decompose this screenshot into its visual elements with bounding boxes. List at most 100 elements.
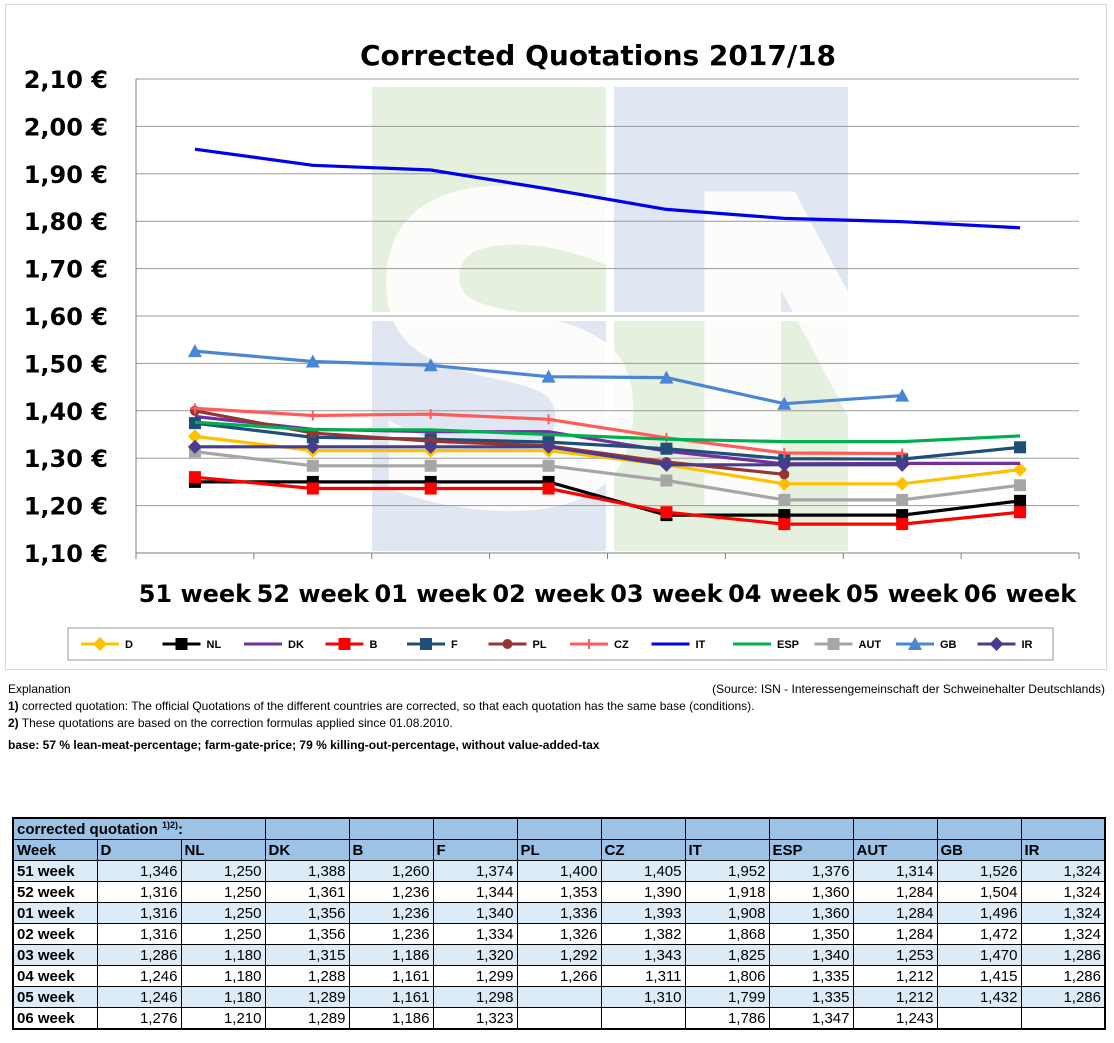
value-cell: 1,393 [600,902,686,924]
value-cell: 1,250 [180,923,266,945]
table-row: 03 week 1,286 1,180 1,315 1,186 1,320 1,292 1,3… [12,944,1106,966]
data-point [895,476,910,491]
value-cell: 1,186 [348,1007,434,1030]
note-2-marker: 2) [8,716,19,730]
legend-item-ir: IR [977,637,1033,651]
data-point [659,370,674,384]
column-header: NL [180,839,266,861]
data-point [779,469,790,480]
value-cell: 1,799 [684,986,770,1008]
value-cell: 1,344 [432,881,518,903]
table-row: 02 week 1,316 1,250 1,356 1,236 1,334 1,326 1,3… [12,923,1106,945]
week-cell: 06 week [12,1007,98,1030]
value-cell: 1,334 [432,923,518,945]
value-cell: 1,806 [684,965,770,987]
legend-item-dk: DK [244,639,304,651]
value-cell: 1,316 [96,881,182,903]
value-cell: 1,360 [768,881,854,903]
data-point [541,439,556,454]
value-cell: 1,350 [768,923,854,945]
value-cell: 1,825 [684,944,770,966]
legend-label: PL [533,639,547,651]
value-cell: 1,250 [180,860,266,882]
watermark-letters: ISN [195,107,1025,607]
value-cell: 1,161 [348,986,434,1008]
value-cell: 1,470 [936,944,1022,966]
column-header: IT [684,839,770,861]
legend-item-aut: AUT [814,638,882,651]
chart-container: ISN Corrected Quotations 2017/18 2,10 € 2,0… [5,4,1107,670]
y-tick-label: 1,70 € [24,256,108,284]
value-cell: 1,361 [264,881,350,903]
week-cell: 51 week [12,860,98,882]
data-point [306,482,319,495]
legend-label: CZ [614,639,629,651]
table-row: 51 week 1,346 1,250 1,388 1,260 1,374 1,400 1,4… [12,860,1106,882]
value-cell: 1,472 [936,923,1022,945]
value-cell: 1,243 [852,1007,938,1030]
watermark-block [372,87,606,312]
table-header-blank [684,817,770,840]
data-point [502,639,513,649]
value-cell: 1,324 [1020,881,1106,903]
data-point [420,638,432,650]
legend-label: F [451,639,458,651]
column-header: IR [1020,839,1106,861]
value-cell: 1,316 [96,923,182,945]
value-cell: 1,526 [936,860,1022,882]
week-cell: 01 week [12,902,98,924]
data-point [306,459,319,472]
value-cell: 1,266 [516,965,602,987]
value-cell: 1,504 [936,881,1022,903]
value-cell [600,1007,686,1030]
caption-colon: : [178,821,184,838]
data-point [896,493,909,506]
legend-item-it: IT [651,639,706,651]
series-ir [187,439,910,472]
y-tick-label: 1,30 € [24,445,108,473]
data-point [175,638,188,650]
data-point [660,506,673,519]
series-line [194,421,1021,461]
legend-item-gb: GB [896,637,957,651]
series-gb [187,344,910,410]
table-row: 04 week 1,246 1,180 1,288 1,161 1,299 1,266 1,3… [12,965,1106,987]
value-cell: 1,415 [936,965,1022,987]
data-point [187,439,202,454]
x-tick-label: 01 week [374,580,487,608]
column-header: D [96,839,182,861]
legend-item-d: D [81,637,133,651]
data-point [424,482,437,495]
series-aut [188,445,1027,506]
value-cell: 1,246 [96,986,182,1008]
value-cell: 1,324 [1020,923,1106,945]
data-point [908,637,922,650]
data-point [777,476,792,491]
data-point [779,447,790,458]
legend-item-f: F [407,638,458,651]
value-cell: 1,310 [600,986,686,1008]
series-b [188,471,1027,531]
data-point [895,457,910,472]
value-cell: 1,260 [348,860,434,882]
column-header: F [432,839,518,861]
value-cell [516,1007,602,1030]
value-cell [936,1007,1022,1030]
value-cell: 1,868 [684,923,770,945]
chart-title: Corrected Quotations 2017/18 [360,39,836,72]
value-cell: 1,292 [516,944,602,966]
week-cell: 03 week [12,944,98,966]
table-row: 06 week 1,276 1,210 1,289 1,186 1,323 1,786 1,3… [12,1007,1106,1030]
data-point [423,358,438,372]
value-cell: 1,952 [684,860,770,882]
legend-box [67,627,1054,661]
explanation-note-2: 2) These quotations are based on the cor… [8,716,453,730]
y-tick-label: 1,40 € [24,398,108,426]
value-cell: 1,298 [432,986,518,1008]
legend-item-pl: PL [488,639,547,651]
column-header: PL [516,839,602,861]
legend-label: AUT [859,639,882,651]
data-point [541,369,556,383]
data-point [660,474,673,487]
data-point [93,637,107,651]
